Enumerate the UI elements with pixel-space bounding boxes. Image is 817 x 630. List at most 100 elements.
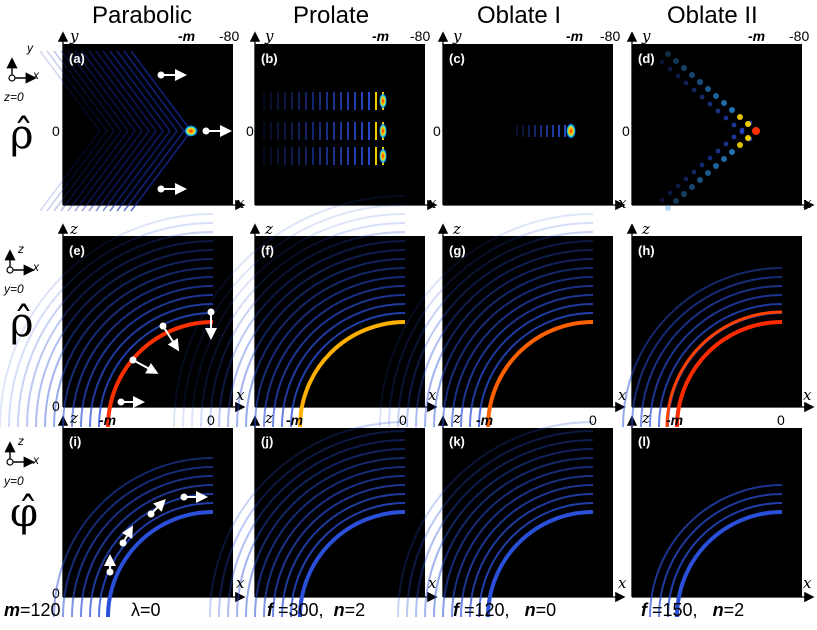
tick-m-e: -m — [99, 412, 117, 428]
arrow-e — [132, 359, 159, 374]
coord-x-mid: x — [33, 260, 39, 274]
arc-g — [406, 240, 594, 428]
column-header-oblate-1: Oblate I — [477, 2, 562, 29]
spot-d — [683, 176, 689, 182]
spot-d — [737, 142, 743, 148]
axis-x-i: x — [236, 574, 245, 592]
fringe-a — [116, 50, 178, 132]
coord-glyph-bottom-origin — [6, 458, 14, 466]
fringe-a — [102, 50, 164, 132]
fringe-a — [88, 130, 150, 212]
tick-zero-c: 0 — [433, 123, 441, 139]
fringe-a — [53, 50, 115, 132]
param-oblate-2: f =150, n=2 — [641, 600, 745, 620]
row-symbol-phi: φ̂ — [10, 490, 39, 536]
axis-z-k: z — [453, 409, 461, 427]
axis-x-h: x — [803, 386, 812, 404]
arc-f — [218, 240, 406, 428]
tick-zero-x-h: 0 — [777, 412, 785, 428]
fringe-a — [39, 50, 101, 132]
column-header-oblate-2: Oblate II — [667, 2, 758, 29]
plane-label-top: z=0 — [4, 90, 24, 104]
axis-z-g: z — [453, 220, 461, 238]
hotspot-d — [752, 127, 760, 135]
column-header-parabolic: Parabolic — [92, 2, 193, 29]
panel-c — [443, 44, 613, 205]
param-lambda: λ=0 — [131, 600, 161, 620]
axis-z-i: z — [70, 409, 78, 427]
spot-d — [659, 197, 665, 203]
arc-g — [379, 213, 594, 428]
row-symbol-rho-2: ρ̂ — [10, 300, 34, 346]
tick-zero-b: 0 — [246, 123, 254, 139]
arc-l — [649, 484, 783, 618]
fringe-a — [74, 50, 136, 132]
arc-g — [451, 285, 594, 428]
arc-e — [53, 267, 214, 428]
axis-y-d: y — [642, 27, 651, 45]
spot-d — [667, 190, 673, 196]
spot-d — [675, 73, 681, 79]
arc-k — [433, 457, 594, 618]
spot-d — [665, 51, 671, 57]
spot-d — [729, 107, 735, 113]
arc-g — [397, 231, 594, 428]
tick-m-f: -m — [286, 412, 304, 428]
arc-j — [272, 484, 406, 618]
tick-80-c: -80 — [600, 28, 621, 44]
arc-f — [245, 267, 406, 428]
fringe-a — [123, 50, 185, 132]
hotspot-b — [379, 123, 387, 139]
fringe-a — [95, 130, 157, 212]
arc-f — [254, 276, 406, 428]
hotspot-c — [566, 123, 576, 139]
hotspot-b — [379, 148, 387, 164]
arc-f — [298, 320, 406, 428]
spot-d — [745, 135, 751, 141]
arc-e — [106, 320, 214, 428]
arc-g — [442, 276, 594, 428]
arc-f — [272, 294, 406, 428]
fringe-a — [102, 130, 164, 212]
arc-k — [469, 493, 594, 618]
arc-g — [486, 320, 594, 428]
param-m: m=120 — [4, 600, 61, 620]
tick-zero-d: 0 — [622, 123, 630, 139]
arc-k — [460, 484, 594, 618]
arc-g — [415, 249, 594, 428]
tick-80-a: -80 — [219, 28, 240, 44]
spot-d — [745, 121, 751, 127]
panel-label-l: (l) — [638, 434, 651, 449]
arc-k — [478, 502, 594, 618]
arc-j — [254, 466, 406, 618]
fringe-a — [116, 130, 178, 212]
arc-h — [649, 294, 783, 428]
arc-k — [424, 448, 594, 618]
arc-g — [478, 312, 594, 428]
panel-label-i: (i) — [69, 434, 82, 449]
arc-e — [62, 276, 214, 428]
hotspot-b — [379, 93, 387, 109]
axis-x-l: x — [803, 574, 812, 592]
spot-d — [705, 170, 711, 176]
arc-g — [460, 294, 594, 428]
arc-e — [71, 285, 214, 428]
panel-label-d: (d) — [638, 51, 655, 66]
arc-j — [236, 448, 406, 618]
fringe-a — [60, 130, 122, 212]
tick-m-c: -m — [566, 28, 584, 44]
arc-k — [415, 439, 594, 618]
spot-d — [723, 141, 729, 147]
arc-j — [227, 439, 406, 618]
arc-i — [71, 475, 214, 618]
arc-h — [622, 267, 783, 428]
arc-j — [209, 421, 406, 618]
panel-label-e: (e) — [69, 243, 85, 258]
spot-d — [665, 205, 671, 211]
arc-l — [675, 510, 783, 618]
arc-e — [0, 213, 214, 428]
param-prolate: f =300, n=2 — [267, 600, 366, 620]
fringe-a — [60, 50, 122, 132]
panel-label-j: (j) — [261, 434, 274, 449]
